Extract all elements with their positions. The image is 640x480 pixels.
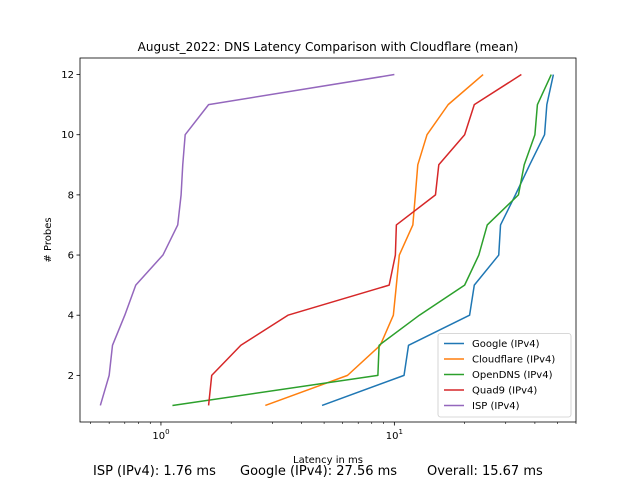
legend: Google (IPv4) Cloudflare (IPv4) OpenDNS (I… [437, 333, 572, 418]
y-tick-label: 2 [68, 371, 74, 382]
legend-label-opendns-ipv4: OpenDNS (IPv4) [472, 370, 553, 381]
footer-google-mean: Google (IPv4): 27.56 ms [240, 464, 398, 479]
series-line-google-ipv4 [321, 74, 555, 407]
x-axis-label: Latency in ms [293, 455, 363, 466]
y-axis: 2 4 6 8 10 12 [61, 70, 80, 382]
legend-label-quad9-ipv4: Quad9 (IPv4) [472, 386, 537, 397]
y-tick-label: 8 [68, 190, 74, 201]
series-line-quad9-ipv4 [207, 73, 522, 406]
x-tick-label: 101 [386, 428, 403, 442]
legend-label-isp-ipv4: ISP (IPv4) [472, 401, 520, 412]
y-tick-label: 4 [68, 311, 74, 322]
legend-label-cloudflare-ipv4: Cloudflare (IPv4) [472, 355, 555, 366]
chart-title: August_2022: DNS Latency Comparison with… [138, 40, 519, 54]
plot-area [99, 73, 555, 407]
plot-frame [79, 57, 577, 423]
legend-label-google-ipv4: Google (IPv4) [472, 339, 540, 350]
y-tick-label: 10 [61, 130, 74, 141]
footer-isp-mean: ISP (IPv4): 1.76 ms [93, 464, 216, 479]
series-line-cloudflare-ipv4 [265, 73, 484, 407]
series-line-opendns-ipv4 [172, 74, 552, 407]
y-axis-label: # Probes [43, 217, 54, 262]
y-tick-label: 12 [61, 70, 74, 81]
x-axis: 100 101 [90, 422, 577, 442]
footer-overall-mean: Overall: 15.67 ms [427, 464, 543, 479]
x-tick-label: 100 [152, 428, 169, 442]
y-tick-label: 6 [68, 251, 74, 262]
series-line-isp-ipv4 [99, 73, 395, 406]
summary-footer: ISP (IPv4): 1.76 ms Google (IPv4): 27.56… [0, 464, 640, 480]
legend-box [437, 333, 572, 418]
